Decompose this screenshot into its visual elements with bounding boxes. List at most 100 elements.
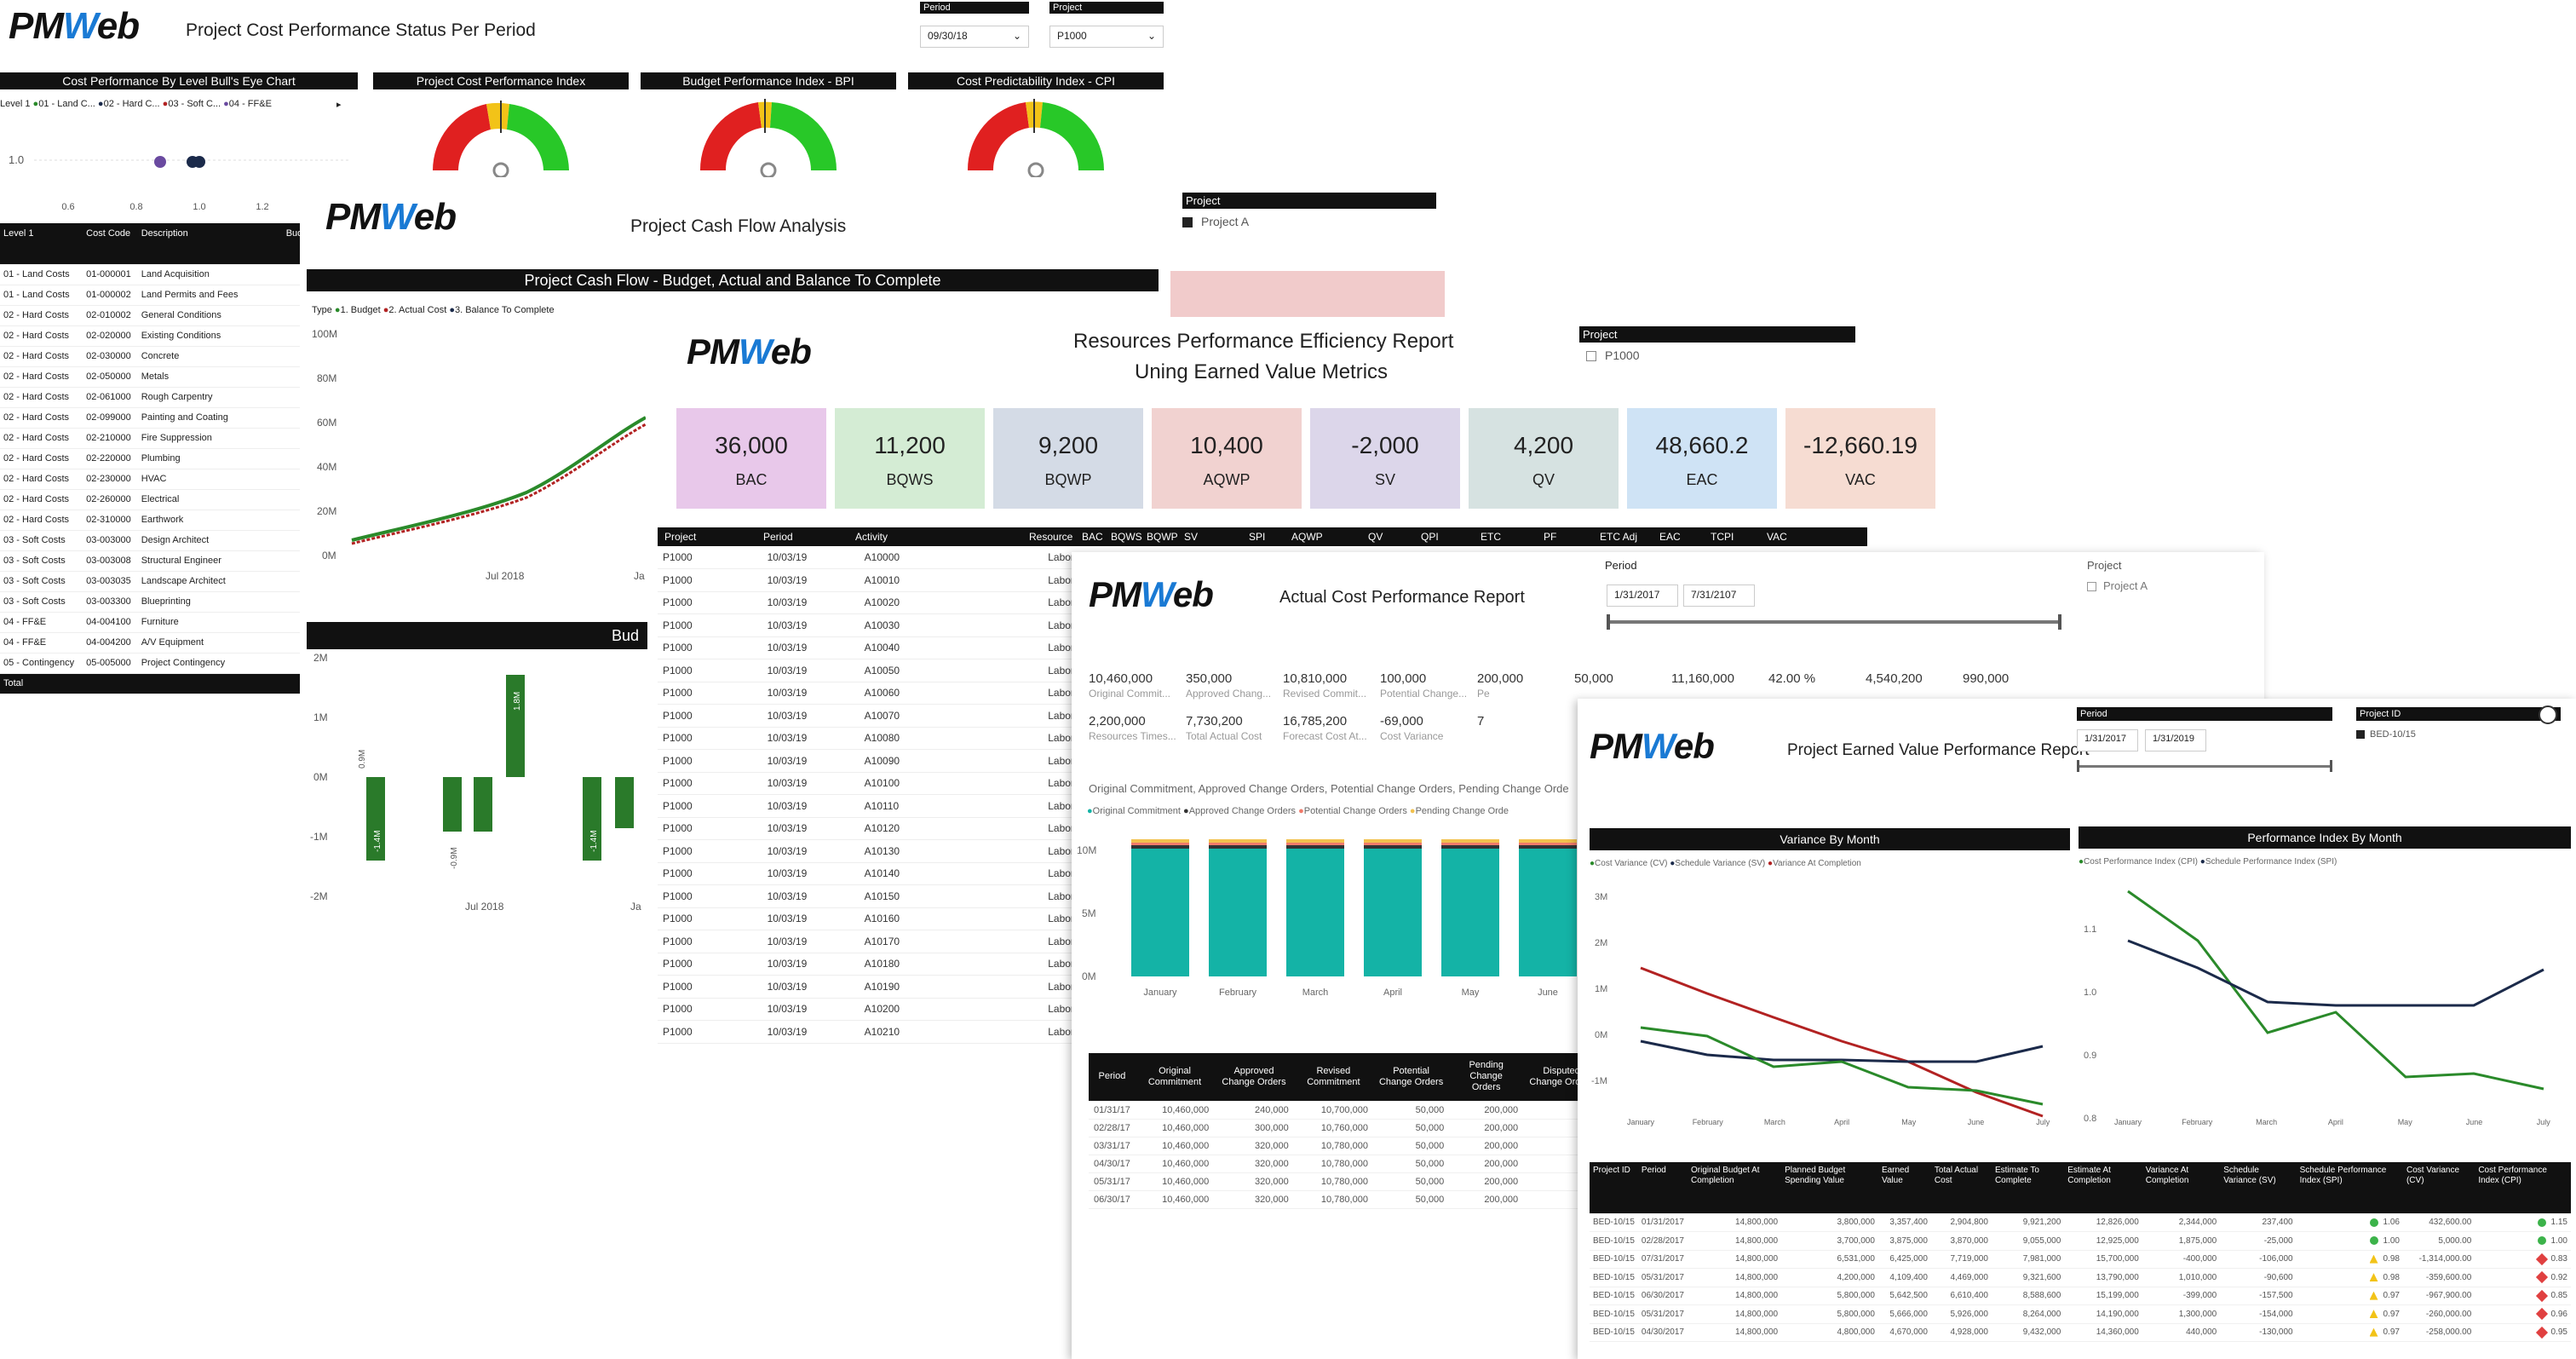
table-row[interactable]: BED-10/15 06/30/2017 14,800,000 5,800,000 5,… bbox=[1590, 1287, 2571, 1305]
project-option[interactable]: BED-10/15 bbox=[2356, 729, 2416, 740]
table-row[interactable]: 02 - Hard Costs 02-061000 Rough Carpentry bbox=[0, 387, 300, 408]
table-row[interactable]: BED-10/15 05/31/2017 14,800,000 4,200,000 4,… bbox=[1590, 1268, 2571, 1287]
table-row[interactable]: 03/31/17 10,460,000 320,000 10,780,000 50,00… bbox=[1089, 1137, 1600, 1155]
col-header[interactable]: QV bbox=[1368, 531, 1383, 543]
col-header[interactable]: Description bbox=[137, 223, 283, 265]
table-row[interactable]: 03 - Soft Costs 03-003008 Structural Engin… bbox=[0, 550, 300, 572]
col-header[interactable]: Variance At Completion bbox=[2142, 1162, 2221, 1214]
table-row[interactable]: 03 - Soft Costs 03-003300 Blueprinting bbox=[0, 591, 300, 613]
col-header[interactable]: PF bbox=[1544, 531, 1557, 543]
col-header[interactable]: Pending Change Orders bbox=[1449, 1053, 1524, 1102]
col-header[interactable]: Bud Ori bbox=[282, 223, 300, 265]
table-row[interactable]: 02 - Hard Costs 02-310000 Earthwork bbox=[0, 510, 300, 531]
table-row[interactable]: 04 - FF&E 04-004200 A/V Equipment bbox=[0, 632, 300, 654]
col-header[interactable]: SPI bbox=[1249, 531, 1266, 543]
table-row[interactable]: 02 - Hard Costs 02-260000 Electrical bbox=[0, 489, 300, 510]
col-header[interactable]: BAC bbox=[1082, 531, 1103, 543]
table-row[interactable]: 03 - Soft Costs 03-003000 Design Architect bbox=[0, 530, 300, 551]
col-header[interactable]: ETC bbox=[1481, 531, 1501, 543]
table-row[interactable]: BED-10/15 04/30/2017 14,800,000 4,800,000 4,… bbox=[1590, 1323, 2571, 1342]
col-header[interactable]: TCPI bbox=[1711, 531, 1734, 543]
project-dropdown[interactable]: P1000 ⌄ bbox=[1049, 26, 1164, 48]
col-header[interactable]: Resource bbox=[1029, 531, 1073, 543]
table-row[interactable]: 03 - Soft Costs 03-003035 Landscape Archit… bbox=[0, 571, 300, 592]
table-row[interactable]: BED-10/15 02/28/2017 14,800,000 3,700,000 3,… bbox=[1590, 1231, 2571, 1251]
date-start[interactable]: 1/31/2017 bbox=[1607, 584, 1678, 607]
date-start[interactable]: 1/31/2017 bbox=[2077, 729, 2138, 751]
col-header[interactable]: Earned Value bbox=[1877, 1162, 1931, 1214]
project-option[interactable]: Project A bbox=[1182, 215, 1249, 228]
slider-handle-start[interactable] bbox=[2077, 760, 2079, 772]
table-row[interactable]: 02 - Hard Costs 02-030000 Concrete bbox=[0, 346, 300, 367]
col-header[interactable]: ETC Adj bbox=[1600, 531, 1638, 543]
col-header[interactable]: BQWP bbox=[1147, 531, 1178, 543]
slider-handle-end[interactable] bbox=[2330, 760, 2332, 772]
col-header[interactable]: Approved Change Orders bbox=[1214, 1053, 1294, 1102]
slider-handle-end[interactable] bbox=[2058, 614, 2061, 630]
table-row[interactable]: BED-10/15 05/31/2017 14,800,000 5,800,000 5,… bbox=[1590, 1304, 2571, 1324]
table-row[interactable]: 02 - Hard Costs 02-220000 Plumbing bbox=[0, 448, 300, 469]
date-end[interactable]: 1/31/2019 bbox=[2145, 729, 2206, 751]
col-header[interactable]: Cost Variance (CV) bbox=[2402, 1162, 2475, 1214]
col-header[interactable]: QPI bbox=[1421, 531, 1439, 543]
col-header[interactable]: Period bbox=[1089, 1053, 1136, 1102]
table-row[interactable]: 04/30/17 10,460,000 320,000 10,780,000 50,00… bbox=[1089, 1155, 1600, 1173]
table-row[interactable]: 02/28/17 10,460,000 300,000 10,760,000 50,00… bbox=[1089, 1119, 1600, 1137]
col-header[interactable]: Original Commitment bbox=[1135, 1053, 1215, 1102]
col-header[interactable]: Schedule Variance (SV) bbox=[2220, 1162, 2297, 1214]
table-row[interactable]: 05 - Contingency 05-005000 Project Conting… bbox=[0, 653, 300, 674]
table-row[interactable]: 01 - Land Costs 01-000001 Land Acquisition bbox=[0, 264, 300, 285]
slider-handle-start[interactable] bbox=[1607, 614, 1610, 630]
table-row[interactable]: BED-10/15 07/31/2017 14,800,000 6,531,000 6,… bbox=[1590, 1250, 2571, 1269]
table-row[interactable]: 01 - Land Costs 01-000002 Land Permits and… bbox=[0, 285, 300, 306]
col-header[interactable]: Cost Performance Index (CPI) bbox=[2475, 1162, 2571, 1214]
col-header[interactable]: Original Budget At Completion bbox=[1687, 1162, 1782, 1214]
legend-next-icon[interactable]: ▸ bbox=[336, 100, 342, 110]
clear-selection-icon[interactable] bbox=[2539, 705, 2557, 724]
col-header[interactable]: Estimate To Complete bbox=[1991, 1162, 2065, 1214]
col-header[interactable]: Estimate At Completion bbox=[2064, 1162, 2142, 1214]
col-header[interactable]: EAC bbox=[1659, 531, 1681, 543]
table-row[interactable]: 02 - Hard Costs 02-020000 Existing Conditi… bbox=[0, 325, 300, 347]
col-header[interactable]: BQWS bbox=[1111, 531, 1142, 543]
table-row[interactable]: 05/31/17 10,460,000 320,000 10,780,000 50,00… bbox=[1089, 1172, 1600, 1191]
table-row[interactable]: 02 - Hard Costs 02-210000 Fire Suppression bbox=[0, 428, 300, 449]
date-range-slider[interactable] bbox=[2077, 760, 2332, 772]
col-header[interactable]: Revised Commitment bbox=[1293, 1053, 1373, 1102]
period-dropdown[interactable]: 09/30/18 ⌄ bbox=[920, 26, 1029, 48]
table-row[interactable]: 02 - Hard Costs 02-050000 Metals bbox=[0, 366, 300, 388]
col-header[interactable]: Period bbox=[1637, 1162, 1688, 1214]
project-option[interactable]: P1000 bbox=[1586, 348, 1639, 362]
col-header[interactable]: Project bbox=[664, 531, 697, 543]
table-row[interactable]: 01/31/17 10,460,000 240,000 10,700,000 50,00… bbox=[1089, 1101, 1600, 1120]
col-header[interactable]: VAC bbox=[1767, 531, 1787, 543]
col-header[interactable]: Cost Code bbox=[83, 223, 138, 265]
col-header[interactable]: Total Actual Cost bbox=[1930, 1162, 1992, 1214]
col-header[interactable]: Potential Change Orders bbox=[1372, 1053, 1450, 1102]
table-row[interactable]: 06/30/17 10,460,000 320,000 10,780,000 50,00… bbox=[1089, 1190, 1600, 1209]
table-row[interactable]: 02 - Hard Costs 02-230000 HVAC bbox=[0, 469, 300, 490]
col-header[interactable]: Schedule Performance Index (SPI) bbox=[2296, 1162, 2403, 1214]
col-header[interactable]: Activity bbox=[855, 531, 888, 543]
project-option[interactable]: Project A bbox=[2087, 579, 2148, 592]
